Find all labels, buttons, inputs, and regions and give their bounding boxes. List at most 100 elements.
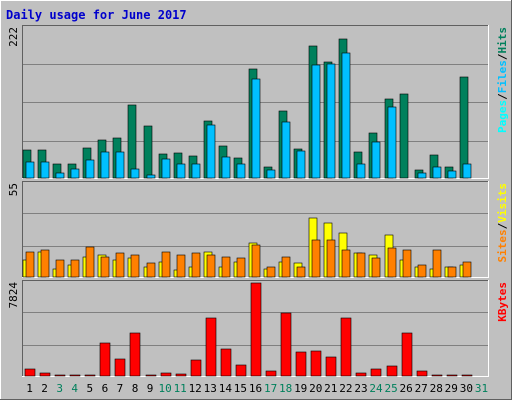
- bar-sites-day-17: [266, 266, 276, 278]
- bar-sites-day-9: [146, 262, 156, 278]
- bar-sites-day-18: [281, 256, 291, 278]
- bar-sites-day-6: [100, 256, 110, 278]
- day-label-28: 28: [430, 382, 443, 395]
- day-label-15: 15: [234, 382, 247, 395]
- bar-sites-day-10: [161, 251, 171, 278]
- bar-sites-day-5: [85, 246, 95, 278]
- bar-files-day-10: [161, 158, 171, 179]
- day-label-14: 14: [219, 382, 233, 395]
- bar-sites-day-1: [25, 251, 35, 278]
- bar-sites-day-7: [115, 252, 125, 278]
- day-label-30: 30: [460, 382, 473, 395]
- day-label-26: 26: [399, 382, 412, 395]
- bar-kbytes-day-8: [129, 332, 141, 377]
- bar-kbytes-day-22: [340, 317, 352, 377]
- day-label-16: 16: [249, 382, 262, 395]
- bar-files-day-3: [55, 172, 65, 179]
- bar-files-day-1: [25, 161, 35, 179]
- legend: KBytes: [496, 282, 509, 322]
- day-label-6: 6: [102, 382, 109, 395]
- bar-sites-day-24: [371, 257, 381, 278]
- bar-hits-day-26: [399, 93, 409, 179]
- day-label-7: 7: [117, 382, 124, 395]
- bar-kbytes-day-13: [205, 317, 217, 377]
- legend-item-visits: Visits: [496, 183, 509, 223]
- bar-files-day-29: [447, 170, 457, 179]
- bar-sites-day-25: [387, 247, 397, 278]
- day-label-5: 5: [86, 382, 93, 395]
- legend-item-hits: Hits: [496, 27, 509, 54]
- bar-sites-day-8: [130, 254, 140, 278]
- bar-kbytes-day-28: [431, 374, 443, 377]
- bar-sites-day-13: [206, 254, 216, 278]
- bar-sites-day-3: [55, 259, 65, 278]
- day-label-8: 8: [132, 382, 139, 395]
- day-label-17: 17: [264, 382, 277, 395]
- bar-files-day-25: [387, 106, 397, 179]
- day-label-2: 2: [41, 382, 48, 395]
- bar-sites-day-15: [236, 257, 246, 278]
- bar-kbytes-day-26: [401, 332, 413, 377]
- bar-kbytes-day-20: [310, 350, 322, 377]
- legend-item-files: Files: [496, 60, 509, 93]
- bar-sites-day-2: [40, 249, 50, 278]
- bar-kbytes-day-10: [160, 372, 172, 377]
- day-label-21: 21: [324, 382, 337, 395]
- bar-kbytes-day-5: [84, 374, 96, 377]
- bar-files-day-8: [130, 168, 140, 179]
- bar-kbytes-day-30: [461, 374, 473, 377]
- day-label-19: 19: [294, 382, 307, 395]
- day-label-25: 25: [384, 382, 397, 395]
- bar-files-day-13: [206, 124, 216, 179]
- bar-sites-day-19: [296, 266, 306, 278]
- bar-sites-day-29: [447, 266, 457, 278]
- bar-sites-day-20: [311, 239, 321, 278]
- y-axis-max-label: 55: [7, 183, 20, 196]
- bar-kbytes-day-12: [190, 359, 202, 377]
- day-label-31: 31: [475, 382, 488, 395]
- bar-sites-day-21: [326, 239, 336, 278]
- day-label-10: 10: [158, 382, 171, 395]
- legend-separator: /: [496, 93, 509, 100]
- bar-kbytes-day-6: [99, 342, 111, 377]
- bar-kbytes-day-18: [280, 312, 292, 377]
- bar-sites-day-22: [341, 249, 351, 278]
- bar-kbytes-day-14: [220, 348, 232, 377]
- day-label-27: 27: [415, 382, 428, 395]
- bar-files-day-9: [146, 174, 156, 179]
- day-label-1: 1: [26, 382, 33, 395]
- bar-sites-day-12: [191, 252, 201, 278]
- bar-files-day-12: [191, 163, 201, 179]
- bar-kbytes-day-3: [54, 374, 66, 377]
- bar-kbytes-day-24: [370, 368, 382, 377]
- day-label-18: 18: [279, 382, 292, 395]
- bar-files-day-16: [251, 78, 261, 179]
- bar-sites-day-11: [176, 254, 186, 278]
- bar-files-day-22: [341, 52, 351, 179]
- day-label-3: 3: [56, 382, 63, 395]
- day-label-4: 4: [71, 382, 78, 395]
- bar-kbytes-day-25: [386, 365, 398, 377]
- bar-sites-day-23: [356, 252, 366, 278]
- day-label-22: 22: [339, 382, 352, 395]
- legend-item-sites: Sites: [496, 229, 509, 262]
- bar-kbytes-day-2: [39, 372, 51, 377]
- bar-sites-day-28: [432, 249, 442, 278]
- bar-sites-day-14: [221, 256, 231, 278]
- bar-kbytes-day-4: [69, 374, 81, 377]
- day-label-11: 11: [174, 382, 187, 395]
- bar-files-day-11: [176, 163, 186, 179]
- bar-files-day-14: [221, 156, 231, 179]
- bar-sites-day-26: [402, 249, 412, 278]
- day-label-20: 20: [309, 382, 322, 395]
- bar-files-day-2: [40, 161, 50, 179]
- bar-files-day-20: [311, 64, 321, 179]
- legend-item-kbytes: KBytes: [496, 282, 509, 322]
- bar-kbytes-day-7: [114, 358, 126, 377]
- day-label-29: 29: [445, 382, 458, 395]
- bar-files-day-7: [115, 151, 125, 179]
- chart-title: Daily usage for June 2017: [6, 8, 187, 22]
